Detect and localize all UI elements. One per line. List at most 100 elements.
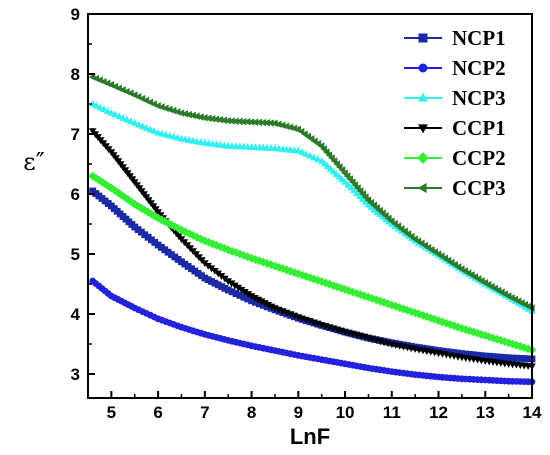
data-point-ccp2: [476, 329, 486, 339]
legend-marker-ccp1: [418, 124, 428, 134]
data-point-ccp3: [165, 105, 173, 114]
data-point-ccp2: [328, 281, 338, 290]
data-point-ncp3: [150, 127, 158, 134]
y-tick-label: 6: [71, 185, 80, 204]
data-point-ccp2: [180, 227, 190, 237]
data-point-ccp2: [116, 190, 126, 200]
data-point-ccp1: [264, 301, 273, 309]
data-point-ccp2: [465, 326, 475, 336]
data-point-ccp2: [293, 269, 303, 279]
data-point-ccp1: [251, 294, 259, 302]
data-point-ccp3: [231, 117, 239, 125]
legend-label: CCP1: [452, 116, 506, 140]
data-point-ccp2: [387, 300, 397, 310]
data-point-ccp2: [430, 314, 440, 324]
data-point-ccp1: [201, 260, 209, 268]
data-point-ccp3: [185, 110, 192, 119]
data-point-ccp1: [227, 280, 236, 288]
legend-marker-ncp2: [418, 63, 428, 73]
series-ccp3: [88, 73, 535, 312]
x-tick-label: 14: [523, 403, 542, 422]
legend-item-ccp2: CCP2: [404, 146, 506, 170]
data-point-ccp2: [488, 333, 498, 343]
data-point-ccp1: [224, 278, 232, 286]
data-point-ncp3: [142, 123, 151, 131]
data-point-ncp3: [111, 110, 120, 118]
data-point-ccp3: [286, 123, 294, 131]
data-point-ncp3: [134, 120, 143, 128]
data-point-ncp3: [146, 125, 155, 133]
data-point-ncp3: [92, 101, 101, 109]
data-point-ccp3: [200, 114, 208, 122]
data-point-ccp2: [449, 321, 459, 331]
legend-item-ccp3: CCP3: [404, 176, 506, 200]
data-point-ccp2: [254, 256, 264, 266]
data-point-ccp2: [379, 297, 389, 307]
data-point-ccp2: [508, 339, 517, 349]
data-point-ccp2: [262, 258, 272, 268]
data-point-ncp3: [100, 105, 108, 113]
data-point-ccp2: [282, 265, 292, 275]
data-point-ncp3: [298, 148, 306, 156]
data-point-ccp2: [317, 277, 327, 287]
legend-marker-ccp3: [417, 183, 427, 193]
data-point-ccp2: [453, 322, 463, 332]
y-tick-label: 7: [71, 125, 80, 144]
series-ccp2: [88, 171, 537, 355]
data-point-ccp2: [492, 334, 502, 344]
data-point-ncp3: [130, 119, 139, 126]
legend-label: CCP3: [452, 176, 506, 200]
data-point-ncp3: [306, 151, 314, 159]
data-point-ccp3: [266, 119, 274, 127]
x-tick-label: 10: [336, 403, 355, 422]
data-point-ccp1: [234, 284, 242, 292]
series-ncp2: [89, 277, 536, 386]
data-point-ccp2: [223, 245, 233, 255]
data-point-ccp3: [212, 115, 220, 124]
legend-label: NCP2: [452, 56, 506, 80]
data-point-ccp2: [340, 284, 350, 294]
data-point-ccp2: [402, 305, 412, 315]
data-point-ccp3: [181, 110, 189, 118]
data-point-ncp3: [119, 114, 127, 121]
legend-label: NCP3: [452, 86, 506, 110]
data-point-ccp2: [301, 271, 311, 281]
data-point-ccp2: [208, 239, 218, 249]
data-point-ccp2: [212, 240, 221, 250]
legend-item-ncp3: NCP3: [404, 86, 506, 110]
data-point-ccp3: [243, 118, 251, 126]
data-point-ccp3: [154, 102, 161, 110]
x-tick-label: 6: [153, 403, 162, 422]
data-point-ccp2: [110, 185, 120, 195]
data-point-ccp2: [367, 294, 377, 303]
data-point-ccp3: [251, 118, 259, 126]
y-axis-title: ε″: [23, 148, 44, 176]
data-point-ccp3: [239, 117, 247, 126]
y-tick-label: 3: [71, 365, 80, 384]
x-tick-label: 7: [200, 403, 209, 422]
data-point-ccp3: [220, 116, 228, 125]
data-point-ccp2: [480, 331, 490, 341]
data-point-ccp2: [371, 295, 381, 305]
data-point-ccp2: [150, 211, 160, 221]
data-point-ccp2: [344, 286, 354, 296]
data-point-ccp2: [313, 275, 323, 285]
data-point-ccp2: [434, 316, 443, 326]
data-point-ccp3: [177, 109, 185, 117]
legend-marker-ccp2: [417, 152, 429, 164]
data-point-ccp2: [406, 307, 416, 316]
data-point-ncp3: [294, 146, 303, 154]
legend-marker-ncp1: [418, 33, 428, 43]
x-axis-title: LnF: [290, 424, 330, 449]
data-point-ccp2: [422, 312, 432, 322]
data-point-ccp3: [274, 120, 282, 128]
y-tick-label: 4: [71, 305, 81, 324]
data-point-ccp1: [241, 288, 249, 296]
data-point-ncp3: [107, 108, 116, 116]
data-point-ccp2: [360, 291, 369, 301]
data-point-ncp3: [314, 155, 322, 163]
data-point-ccp2: [484, 332, 494, 342]
data-point-ccp2: [418, 310, 428, 320]
data-point-ncp3: [96, 103, 104, 111]
